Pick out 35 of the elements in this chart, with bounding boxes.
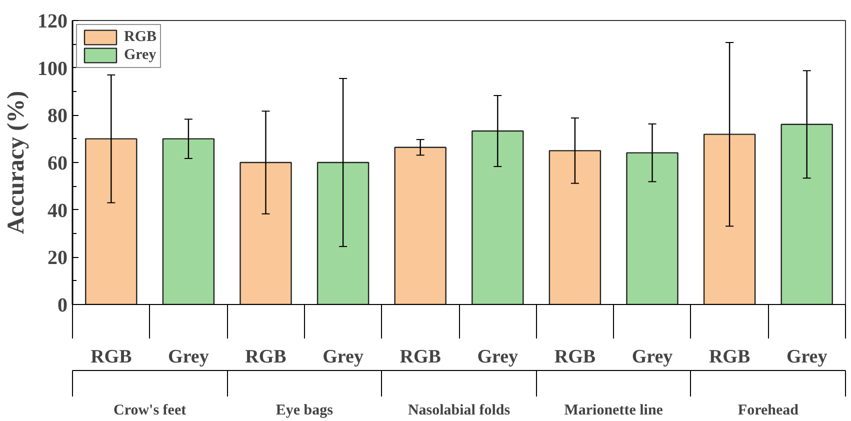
text: Grey xyxy=(322,346,364,368)
bar xyxy=(85,138,138,304)
x-tick-label: Eye bags xyxy=(276,402,334,418)
y-tick-label: 120 xyxy=(38,10,68,32)
y-tick-label: 20 xyxy=(48,247,68,270)
x-tick-label: Marionette line xyxy=(564,402,664,418)
legend-label: RGB xyxy=(124,28,157,46)
y-tick-label: 100 xyxy=(38,58,68,80)
bar xyxy=(780,124,833,304)
text: Grey xyxy=(168,346,209,368)
bar xyxy=(548,150,602,304)
text: Grey xyxy=(786,346,828,368)
bar xyxy=(472,130,524,304)
text: Grey xyxy=(477,346,518,368)
text: RGB xyxy=(245,346,286,368)
text: RGB xyxy=(708,346,750,368)
legend-label: Grey xyxy=(124,46,156,64)
text: RGB xyxy=(400,346,441,368)
bar xyxy=(316,162,370,304)
y-tick-label: 60 xyxy=(48,152,68,174)
text: Grey xyxy=(632,346,673,368)
x-tick-label: Forehead xyxy=(738,402,800,418)
text: RGB xyxy=(554,346,596,368)
bar xyxy=(394,146,446,304)
bar xyxy=(162,138,215,304)
x-tick-label: Nasolabial folds xyxy=(408,402,510,418)
bar xyxy=(703,134,756,304)
bar xyxy=(626,152,678,304)
x-tick-label: Crow's feet xyxy=(113,402,186,418)
y-tick-label: 0 xyxy=(58,294,68,316)
bar xyxy=(240,162,292,304)
y-axis-title: Accuracy (%) xyxy=(4,90,30,234)
text: RGB xyxy=(90,346,132,368)
y-tick-label: 40 xyxy=(48,200,68,222)
y-tick-label: 80 xyxy=(48,105,68,128)
